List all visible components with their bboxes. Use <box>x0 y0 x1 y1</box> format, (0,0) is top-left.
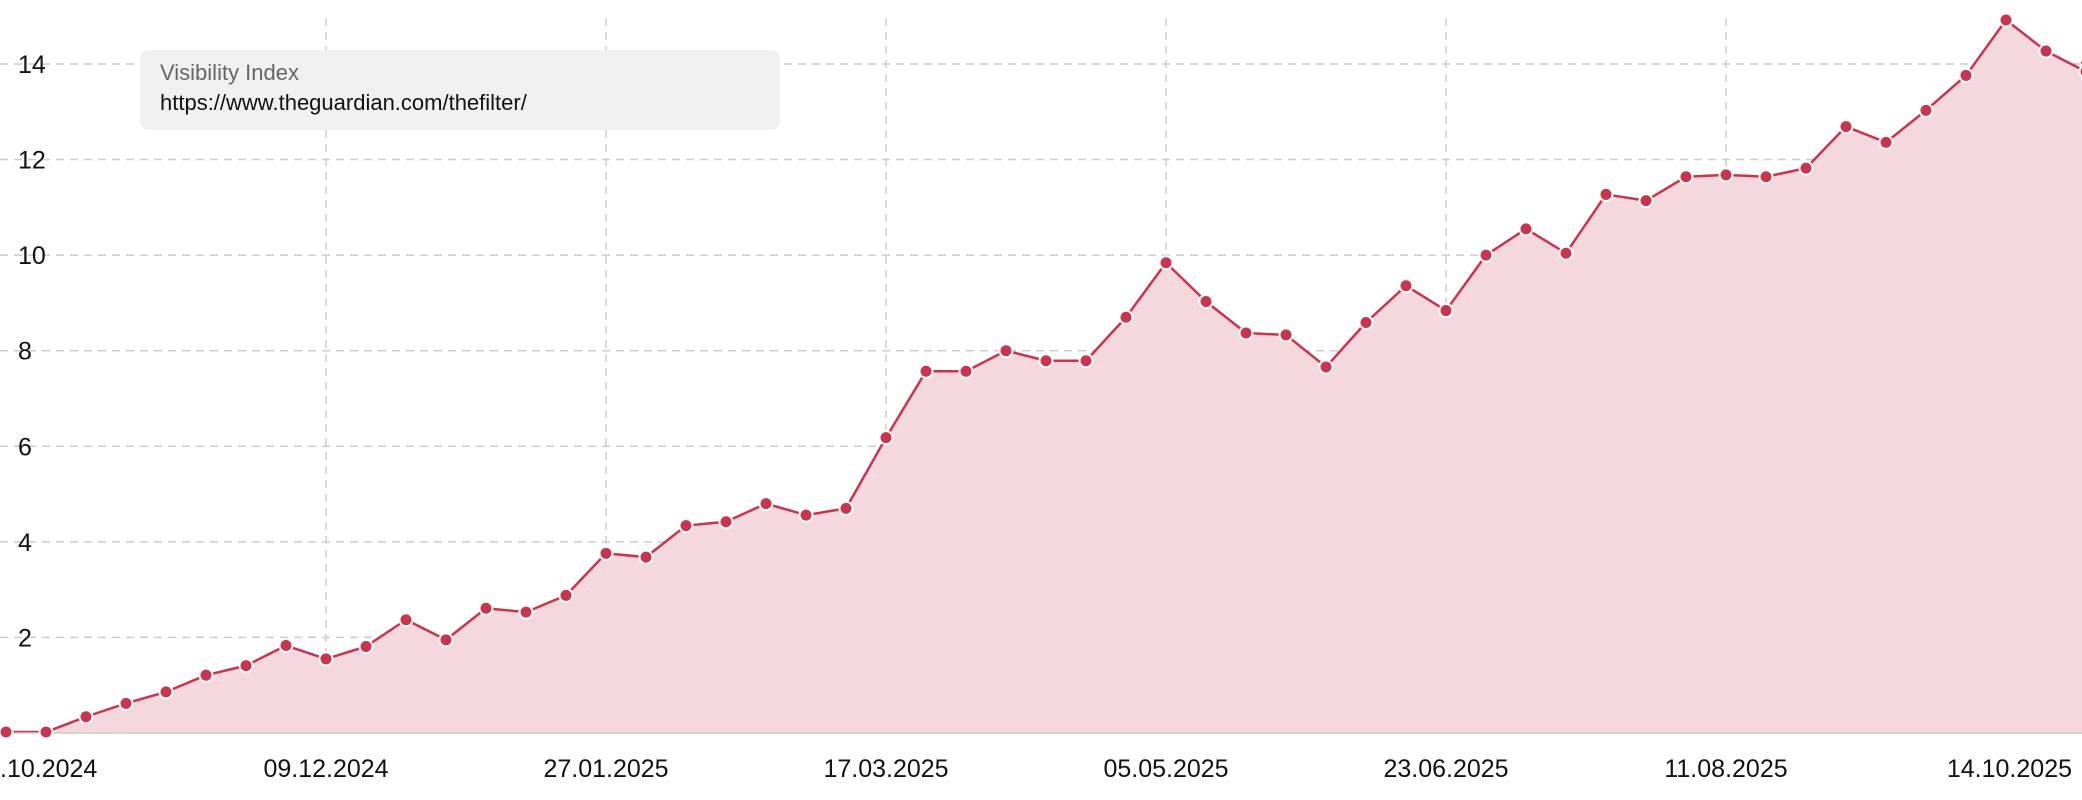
y-tick-label: 6 <box>18 433 32 461</box>
data-point <box>1158 255 1174 271</box>
series-area <box>6 20 2082 733</box>
data-point <box>838 500 854 516</box>
data-point <box>1198 293 1214 309</box>
data-point <box>358 639 374 655</box>
data-point <box>758 496 774 512</box>
data-point <box>0 724 14 740</box>
data-point <box>198 667 214 683</box>
data-point <box>958 363 974 379</box>
data-point <box>478 600 494 616</box>
data-point <box>1878 134 1894 150</box>
x-tick-label: 17.03.2025 <box>823 755 948 783</box>
x-tick-label: 09.12.2024 <box>263 755 388 783</box>
data-point <box>1998 12 2014 28</box>
chart-legend: Visibility Index https://www.theguardian… <box>140 50 780 130</box>
data-point <box>1718 167 1734 183</box>
data-point <box>678 518 694 534</box>
x-tick-label: 11.08.2025 <box>1664 755 1787 783</box>
data-point <box>558 587 574 603</box>
data-point <box>1318 359 1334 375</box>
y-tick-label: 4 <box>18 529 32 557</box>
y-tick-label: 10 <box>18 242 46 270</box>
data-point <box>1838 119 1854 135</box>
data-point <box>278 638 294 654</box>
data-point <box>78 709 94 725</box>
data-point <box>2078 65 2082 78</box>
x-tick-label: .10.2024 <box>0 755 97 783</box>
data-point <box>1438 303 1454 319</box>
x-axis-ticks: .10.2024 09.12.2024 27.01.2025 17.03.2025 05… <box>0 755 2072 783</box>
data-point <box>798 507 814 523</box>
x-tick-label: 14.10.2025 <box>1947 755 2072 783</box>
y-tick-label: 12 <box>18 147 46 175</box>
data-point <box>918 363 934 379</box>
data-point <box>1278 327 1294 343</box>
y-tick-label: 8 <box>18 338 32 366</box>
data-point <box>718 514 734 530</box>
data-point <box>638 549 654 565</box>
data-point <box>1398 278 1414 294</box>
data-point <box>1918 102 1934 118</box>
data-point <box>1078 353 1094 369</box>
legend-series-label: https://www.theguardian.com/thefilter/ <box>160 90 527 115</box>
y-tick-label: 14 <box>18 51 46 79</box>
data-point <box>398 612 414 628</box>
data-point <box>158 684 174 700</box>
data-point <box>1118 309 1134 325</box>
data-point <box>1678 169 1694 185</box>
data-point <box>1238 325 1254 341</box>
x-tick-label: 23.06.2025 <box>1383 755 1508 783</box>
data-point <box>1638 193 1654 209</box>
data-point <box>878 430 894 446</box>
data-point <box>998 343 1014 359</box>
data-point <box>318 651 334 667</box>
data-point <box>1358 314 1374 330</box>
data-point <box>1478 247 1494 263</box>
data-point <box>238 658 254 674</box>
data-point <box>1758 169 1774 185</box>
legend-title: Visibility Index <box>160 60 299 85</box>
x-tick-label: 27.01.2025 <box>543 755 668 783</box>
data-point <box>1958 67 1974 83</box>
data-point <box>1558 245 1574 261</box>
data-point <box>118 695 134 711</box>
data-point <box>1038 353 1054 369</box>
data-point <box>518 604 534 620</box>
series-points <box>0 12 2082 740</box>
data-point <box>2038 43 2054 59</box>
data-point <box>438 632 454 648</box>
y-axis-ticks: 2 4 6 8 10 12 14 <box>18 51 46 652</box>
data-point <box>38 724 54 740</box>
x-tick-label: 05.05.2025 <box>1103 755 1228 783</box>
data-point <box>598 545 614 561</box>
data-point <box>1798 160 1814 176</box>
y-tick-label: 2 <box>18 624 32 652</box>
data-point <box>1518 221 1534 237</box>
data-point <box>1598 186 1614 202</box>
